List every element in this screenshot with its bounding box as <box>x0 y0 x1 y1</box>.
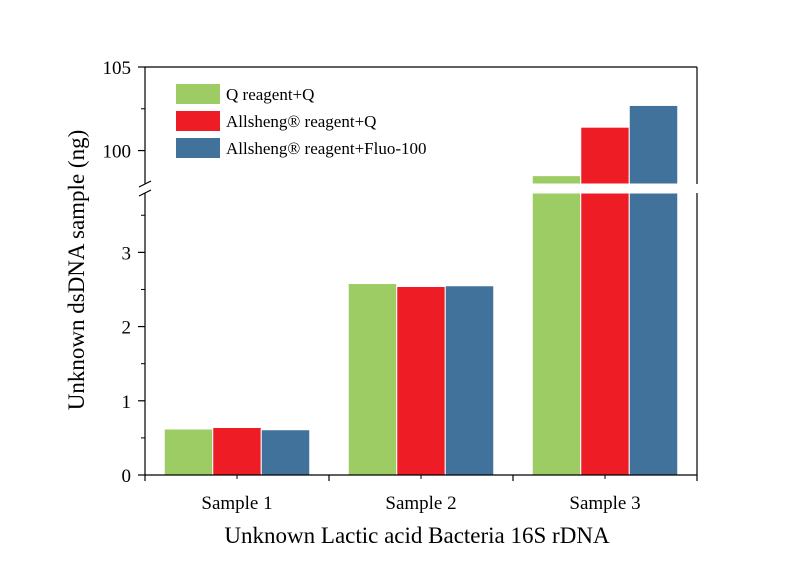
bar-lower-1-3 <box>531 192 582 476</box>
bars-group <box>146 104 696 476</box>
bar-allsheng-reagent-fluo-100-2 <box>444 285 495 476</box>
axis-break-gap <box>146 185 696 192</box>
legend-label-2: Allsheng® reagent+Q <box>226 112 376 131</box>
y-tick-label: 1 <box>122 392 132 413</box>
legend-label-1: Q reagent+Q <box>226 85 314 104</box>
x-tick-label: Sample 1 <box>201 493 272 514</box>
axis-break-mark-bottom <box>138 189 152 197</box>
bar-q-reagent-q-2 <box>347 283 398 476</box>
legend-label-3: Allsheng® reagent+Fluo-100 <box>226 139 427 158</box>
legend-swatch-3 <box>176 138 220 158</box>
y-axis-title: Unknown dsDNA sample (ng) <box>64 130 89 410</box>
x-tick-label: Sample 2 <box>385 493 456 514</box>
y-tick-label: 105 <box>103 58 132 79</box>
bar-upper-2-3 <box>580 126 630 185</box>
x-tick-label: Sample 3 <box>569 493 640 514</box>
bar-allsheng-reagent-q-2 <box>396 286 446 476</box>
y-tick-label: 0 <box>122 466 132 487</box>
bar-allsheng-reagent-q-1 <box>212 427 262 476</box>
bar-lower-3-3 <box>628 192 679 476</box>
bar-allsheng-reagent-fluo-100-1 <box>260 429 311 476</box>
legend: Q reagent+Q Allsheng® reagent+Q Allsheng® … <box>176 84 427 158</box>
bar-upper-3-3 <box>628 104 679 185</box>
legend-swatch-1 <box>176 84 220 104</box>
ticks-group: 0 1 2 3 100 105 Sample 1 Sample 2 Sample 3 <box>103 58 698 514</box>
bar-lower-2-3 <box>580 192 630 476</box>
bar-upper-1-3 <box>531 175 582 185</box>
x-axis-title: Unknown Lactic acid Bacteria 16S rDNA <box>224 523 610 548</box>
bar-q-reagent-q-1 <box>163 428 214 476</box>
y-tick-label: 2 <box>122 318 132 339</box>
legend-swatch-2 <box>176 111 220 131</box>
y-tick-label: 100 <box>103 142 132 163</box>
y-tick-label: 3 <box>122 243 132 264</box>
axis-break-mark-top <box>138 180 152 188</box>
